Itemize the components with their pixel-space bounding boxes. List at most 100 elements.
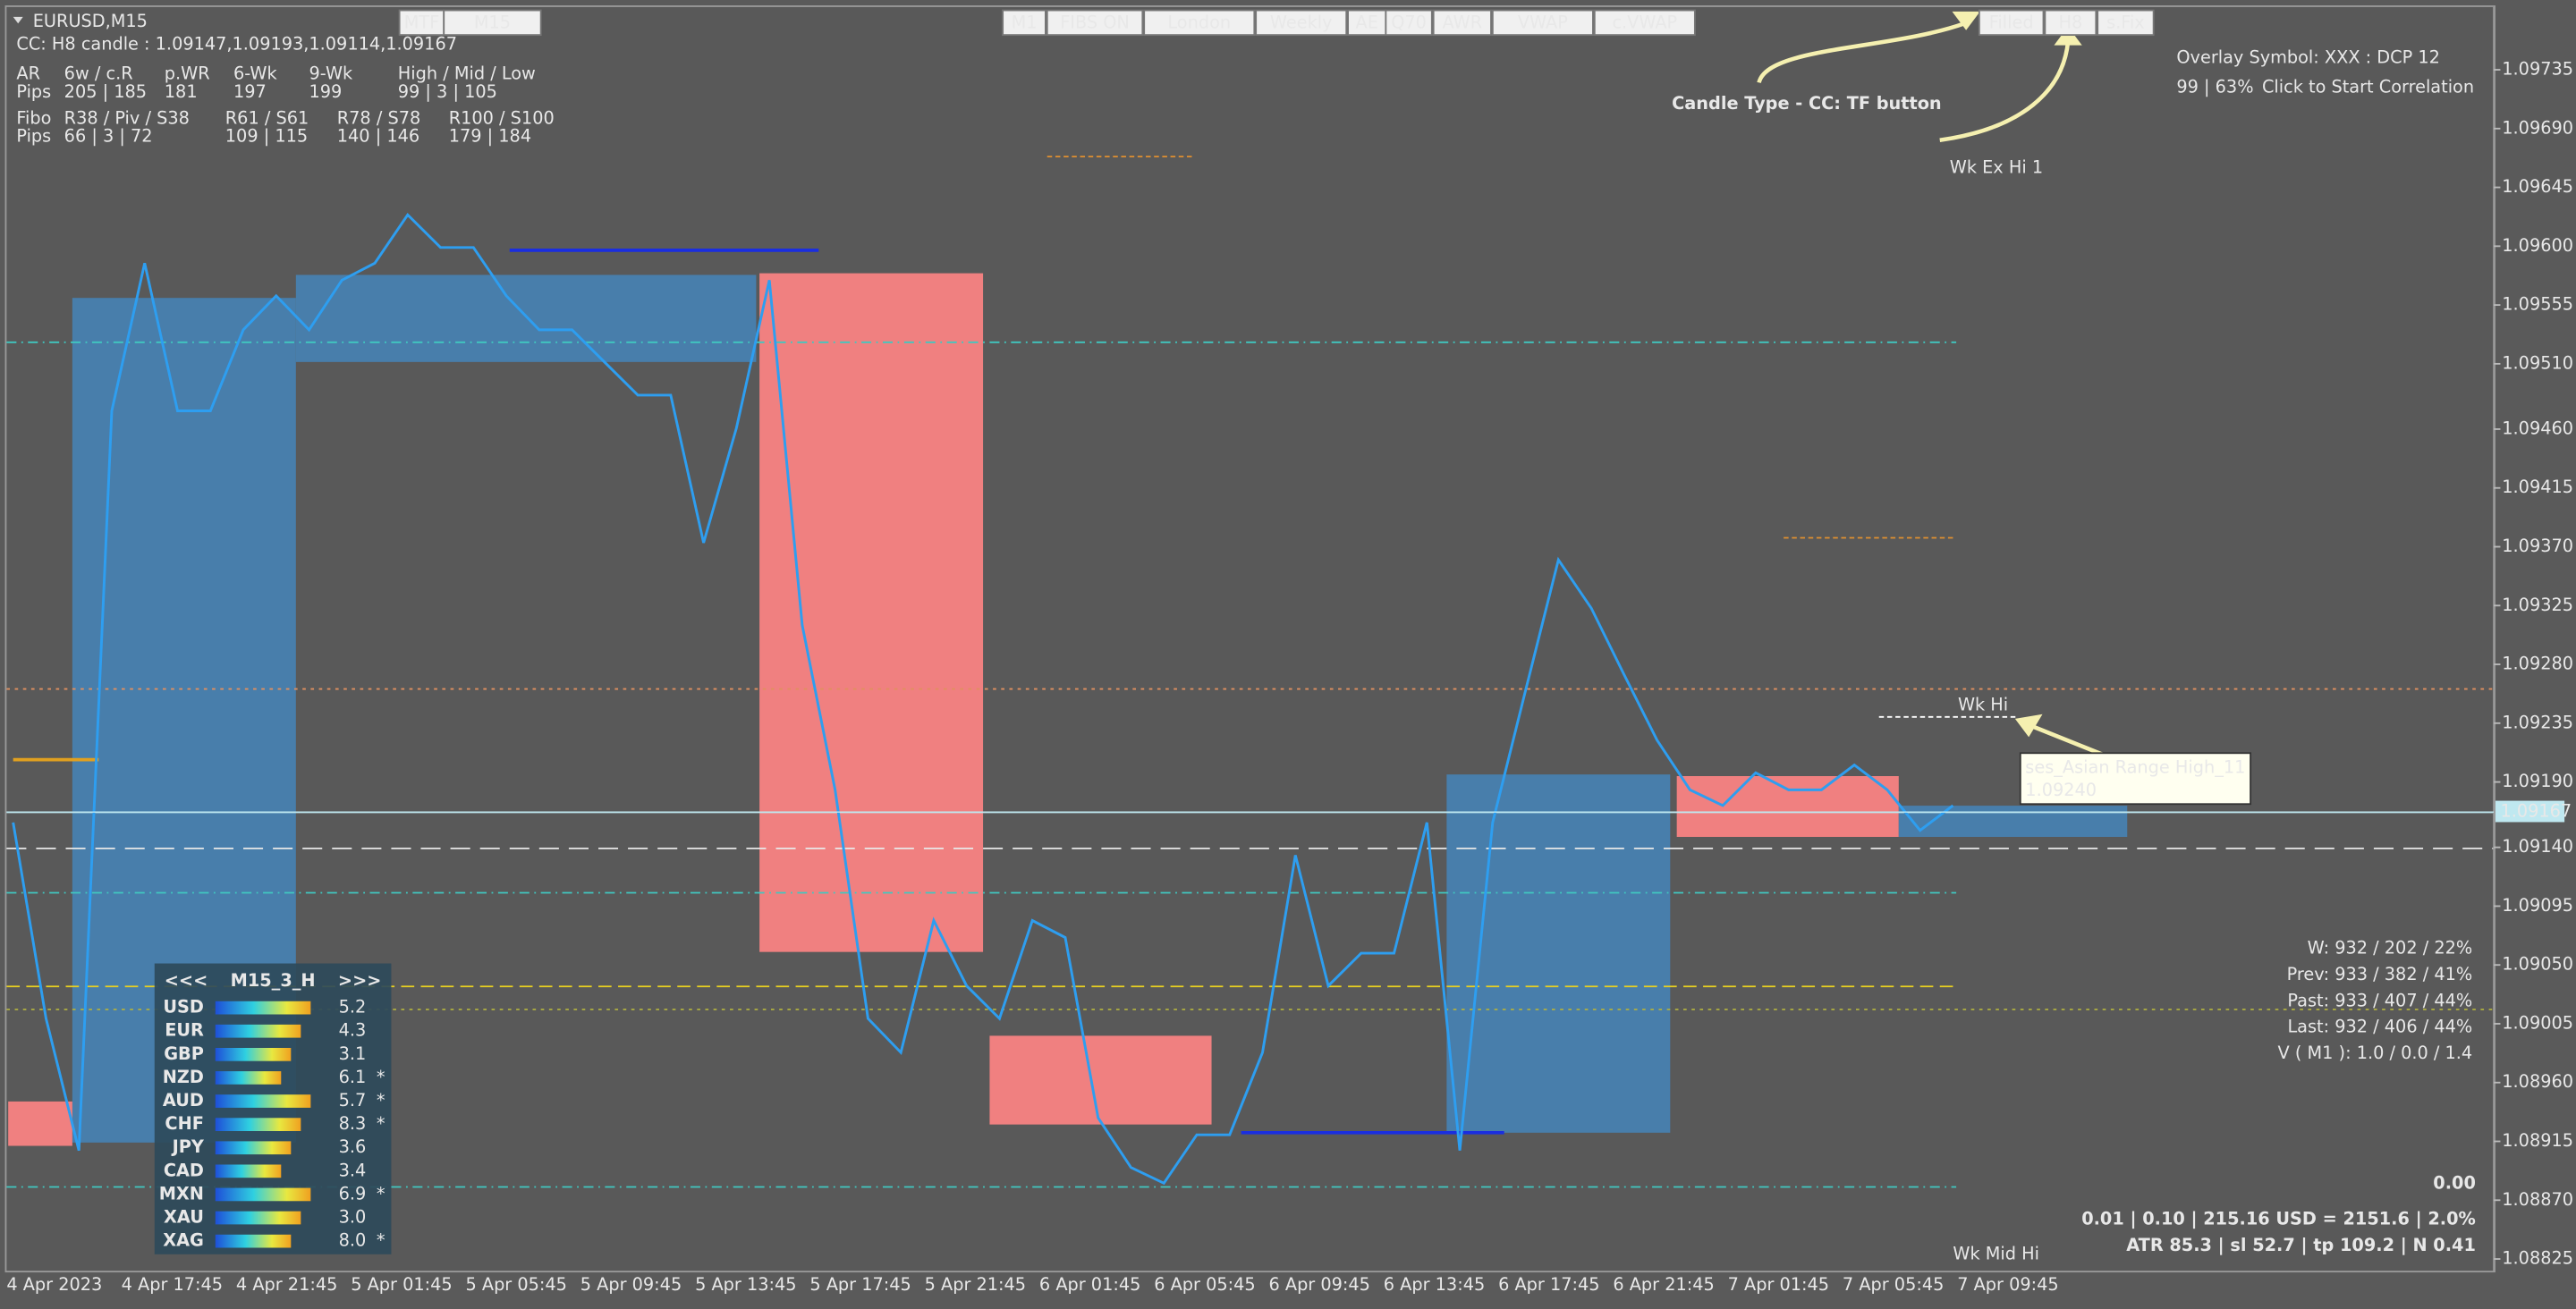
info-cell: Fibo (16, 107, 51, 128)
y-tick-label: 1.09235 (2502, 712, 2573, 732)
button-label[interactable]: s.Fix (2106, 13, 2145, 33)
y-tick-label: 1.08825 (2502, 1248, 2573, 1269)
currency-name: XAU (164, 1207, 204, 1228)
x-tick-label: 7 Apr 01:45 (1728, 1274, 1829, 1295)
y-tick-label: 1.09690 (2502, 117, 2573, 138)
box (1676, 776, 1899, 838)
button-label[interactable]: Weekly (1270, 13, 1333, 33)
x-tick-label: 5 Apr 13:45 (695, 1274, 796, 1295)
button-label[interactable]: M15 (474, 13, 511, 33)
button-label[interactable]: Filled (1989, 13, 2034, 33)
button[interactable] (443, 9, 542, 37)
strength-bar (215, 1141, 292, 1155)
button[interactable] (1385, 9, 1433, 37)
info-cell: 6w / c.R (64, 63, 133, 84)
button[interactable] (2044, 9, 2097, 37)
annotation: Candle Type - CC: TF button (1672, 93, 1942, 114)
button-label[interactable]: Q70 (1391, 13, 1427, 33)
y-tick-label: 1.09460 (2502, 418, 2573, 438)
button[interactable] (1046, 9, 1144, 37)
button[interactable] (1143, 9, 1256, 37)
tooltip-box (2019, 752, 2252, 806)
currency-name: JPY (171, 1136, 205, 1157)
button-label[interactable]: VWAP (1518, 13, 1568, 33)
currency-name: CAD (164, 1160, 204, 1180)
currency-value: 3.4 (339, 1160, 367, 1180)
x-tick-label: 6 Apr 05:45 (1154, 1274, 1255, 1295)
button-label[interactable]: London (1167, 13, 1231, 33)
symbol: EURUSD,M15 (33, 11, 148, 31)
box (1898, 806, 2128, 838)
x-tick-label: 4 Apr 2023 (6, 1274, 102, 1295)
button-label[interactable]: M1 (1012, 13, 1038, 33)
arrow-head (2014, 714, 2043, 738)
button-label[interactable]: FIBS ON (1060, 13, 1130, 33)
box (989, 1035, 1212, 1125)
stat-line: Past: 933 / 407 / 44% (2287, 990, 2472, 1010)
info-cell: R38 / Piv / S38 (64, 107, 190, 128)
overlay-action[interactable]: Click to Start Correlation (2262, 76, 2474, 97)
button[interactable] (1432, 9, 1492, 37)
info-cell: AR (16, 63, 40, 84)
y-tick-label: 1.09095 (2502, 895, 2573, 916)
y-tick-label: 1.08870 (2502, 1189, 2573, 1210)
box (8, 1101, 72, 1146)
currency-name: EUR (165, 1020, 204, 1041)
button-label[interactable]: H8 (2058, 13, 2082, 33)
button[interactable] (1255, 9, 1348, 37)
pnl: 0.00 (2433, 1172, 2476, 1193)
currency-value: 6.1 (339, 1067, 367, 1087)
overlay-title: Overlay Symbol: XXX : DCP 12 (2176, 46, 2440, 67)
x-tick-label: 7 Apr 05:45 (1843, 1274, 1944, 1295)
y-tick-label: 1.08915 (2502, 1130, 2573, 1151)
currency-mark: * (377, 1090, 386, 1111)
currency-value: 8.0 (339, 1230, 367, 1251)
currency-mark: * (377, 1183, 386, 1203)
y-tick-label: 1.09325 (2502, 595, 2573, 615)
button-label[interactable]: AE (1356, 13, 1378, 33)
button[interactable] (2097, 9, 2155, 37)
button-label[interactable]: MTF (404, 13, 440, 33)
strength-bar (215, 1234, 292, 1248)
panel-nav[interactable]: >>> (338, 970, 381, 991)
box (295, 274, 757, 362)
x-tick-label: 4 Apr 21:45 (236, 1274, 337, 1295)
currency-mark: * (377, 1067, 386, 1087)
y-tick-label: 1.09555 (2502, 294, 2573, 315)
strength-bar (215, 1118, 301, 1131)
currency-value: 3.6 (339, 1136, 367, 1157)
y-tick-label: 1.09600 (2502, 235, 2573, 256)
info-cell: 199 (309, 81, 343, 102)
box (759, 273, 984, 952)
arrow-head (2054, 26, 2082, 46)
button[interactable] (1002, 9, 1046, 37)
info-cell: R78 / S78 (337, 107, 420, 128)
info-cell: 99 | 3 | 105 (398, 81, 497, 102)
y-tick-label: 1.09140 (2502, 836, 2573, 857)
button[interactable] (1978, 9, 2045, 37)
info-cell: High / Mid / Low (398, 63, 536, 84)
currency-name: GBP (164, 1043, 204, 1064)
level-label: Wk Mid Hi (1953, 1243, 2039, 1263)
currency-mark: * (377, 1113, 386, 1134)
button[interactable] (1347, 9, 1387, 37)
button[interactable] (1491, 9, 1594, 37)
strength-bar (215, 1071, 282, 1085)
strength-bar (215, 1164, 282, 1178)
info-cell: Pips (16, 126, 51, 147)
currency-name: MXN (159, 1183, 204, 1203)
x-tick-label: 4 Apr 17:45 (122, 1274, 223, 1295)
info-cell: p.WR (165, 63, 210, 84)
button-label[interactable]: c.VWAP (1612, 13, 1677, 33)
currency-name: AUD (163, 1090, 204, 1111)
panel-nav[interactable]: <<< (165, 970, 208, 991)
x-tick-label: 5 Apr 09:45 (580, 1274, 682, 1295)
level-label: Wk Hi (1958, 694, 2008, 714)
y-tick-label: 1.09050 (2502, 954, 2573, 975)
info-cell: R100 / S100 (449, 107, 555, 128)
strength-bar (215, 1024, 301, 1038)
button[interactable] (1593, 9, 1696, 37)
button-label[interactable]: AWR (1443, 13, 1483, 33)
menu-arrow (13, 16, 23, 24)
